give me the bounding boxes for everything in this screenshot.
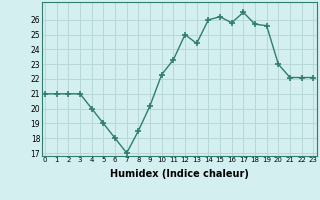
X-axis label: Humidex (Indice chaleur): Humidex (Indice chaleur) (110, 169, 249, 179)
